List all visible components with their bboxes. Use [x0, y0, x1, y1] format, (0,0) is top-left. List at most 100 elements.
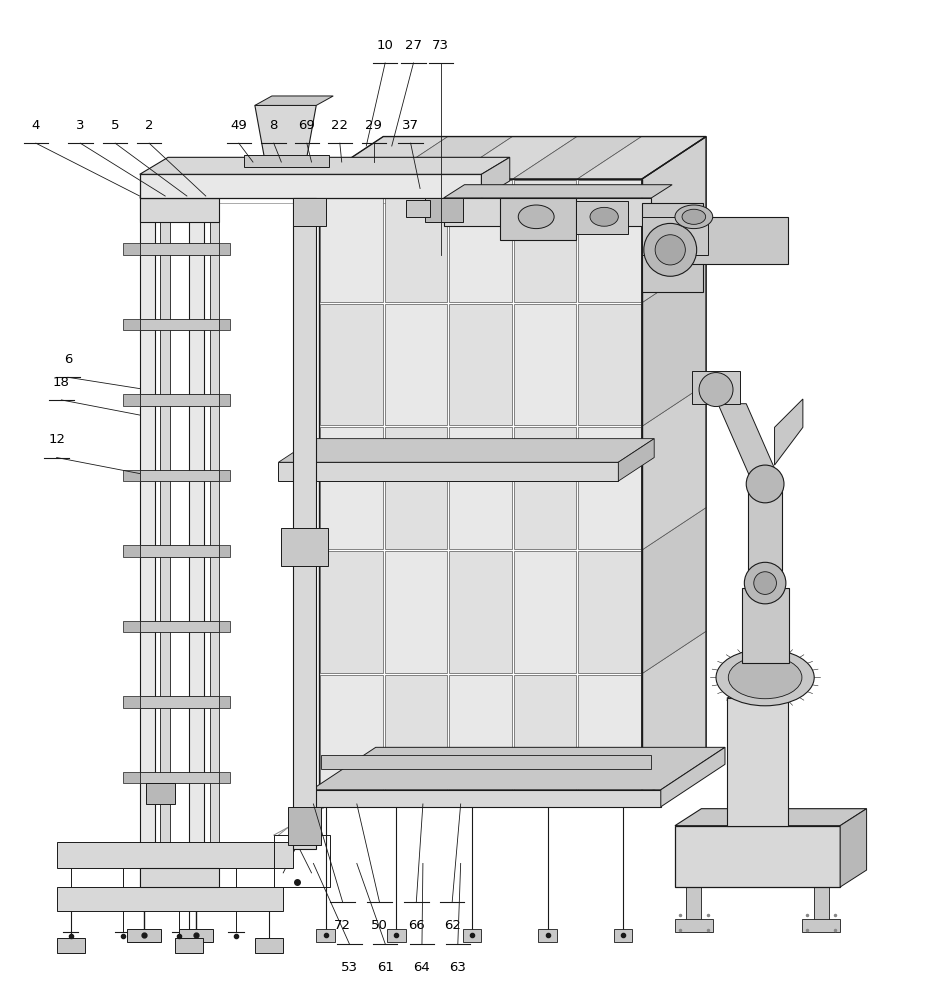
Bar: [514, 675, 577, 796]
Bar: [449, 180, 512, 302]
Text: 53: 53: [341, 961, 358, 974]
Text: 3: 3: [76, 119, 85, 132]
Bar: [140, 394, 219, 406]
Circle shape: [644, 223, 697, 276]
Bar: [384, 180, 447, 302]
Text: 8: 8: [270, 119, 278, 132]
Text: 10: 10: [377, 39, 394, 52]
Bar: [179, 929, 213, 942]
Bar: [406, 200, 430, 217]
Bar: [219, 243, 230, 255]
Text: 18: 18: [53, 376, 70, 389]
Bar: [384, 304, 447, 425]
Bar: [692, 371, 740, 404]
Bar: [146, 783, 175, 804]
Polygon shape: [255, 96, 333, 105]
Bar: [123, 545, 140, 557]
Bar: [123, 470, 140, 481]
Bar: [175, 938, 203, 953]
Text: 2: 2: [144, 119, 154, 132]
Bar: [579, 304, 641, 425]
Ellipse shape: [682, 209, 705, 224]
Bar: [140, 319, 219, 330]
Polygon shape: [513, 137, 642, 179]
Text: 4: 4: [32, 119, 40, 132]
Polygon shape: [618, 439, 654, 481]
Ellipse shape: [716, 649, 814, 706]
Bar: [514, 304, 577, 425]
Circle shape: [699, 373, 733, 407]
Polygon shape: [675, 809, 867, 826]
Text: 64: 64: [413, 961, 430, 974]
Polygon shape: [717, 404, 780, 479]
Bar: [57, 887, 283, 911]
Bar: [140, 470, 219, 481]
Bar: [579, 551, 641, 673]
Ellipse shape: [590, 207, 618, 226]
Bar: [449, 427, 512, 549]
Bar: [278, 462, 618, 481]
Ellipse shape: [675, 205, 713, 229]
Bar: [123, 621, 140, 632]
Bar: [387, 929, 406, 942]
Bar: [642, 203, 703, 292]
Bar: [463, 929, 481, 942]
Polygon shape: [642, 137, 706, 303]
Text: 6: 6: [64, 353, 72, 366]
Bar: [123, 319, 140, 330]
Bar: [293, 198, 316, 849]
Bar: [320, 427, 382, 549]
Text: 5: 5: [110, 119, 120, 132]
Bar: [320, 304, 382, 425]
Bar: [579, 180, 641, 302]
Text: 29: 29: [365, 119, 382, 132]
Bar: [320, 180, 382, 302]
Bar: [614, 929, 632, 942]
Bar: [449, 675, 512, 796]
Bar: [127, 929, 161, 942]
Text: 61: 61: [377, 961, 394, 974]
Bar: [219, 319, 230, 330]
Bar: [514, 551, 577, 673]
Bar: [219, 470, 230, 481]
Circle shape: [753, 572, 776, 594]
Bar: [140, 868, 219, 887]
Bar: [210, 203, 219, 882]
Bar: [219, 696, 230, 708]
Bar: [748, 489, 782, 583]
Polygon shape: [278, 439, 654, 462]
Bar: [319, 179, 642, 797]
Ellipse shape: [729, 656, 802, 699]
Bar: [219, 621, 230, 632]
Bar: [514, 427, 577, 549]
Bar: [500, 198, 576, 240]
Polygon shape: [319, 137, 447, 179]
Bar: [274, 835, 330, 887]
Bar: [140, 772, 219, 783]
Bar: [160, 198, 170, 887]
Text: 50: 50: [371, 919, 388, 932]
Bar: [281, 528, 328, 566]
Bar: [425, 198, 463, 222]
Bar: [675, 826, 840, 887]
Bar: [57, 842, 293, 868]
Bar: [123, 772, 140, 783]
Bar: [444, 198, 651, 226]
Polygon shape: [840, 809, 867, 887]
Circle shape: [655, 235, 685, 265]
Polygon shape: [312, 747, 725, 790]
Polygon shape: [140, 184, 243, 198]
Polygon shape: [642, 384, 706, 550]
Bar: [140, 696, 219, 708]
Bar: [140, 174, 481, 198]
Bar: [727, 698, 788, 826]
Bar: [140, 243, 219, 255]
Bar: [312, 790, 661, 807]
Bar: [57, 938, 85, 953]
Polygon shape: [578, 137, 706, 179]
Bar: [123, 243, 140, 255]
Polygon shape: [481, 157, 510, 198]
Bar: [293, 198, 326, 226]
Text: 66: 66: [408, 919, 425, 932]
Polygon shape: [642, 631, 706, 797]
